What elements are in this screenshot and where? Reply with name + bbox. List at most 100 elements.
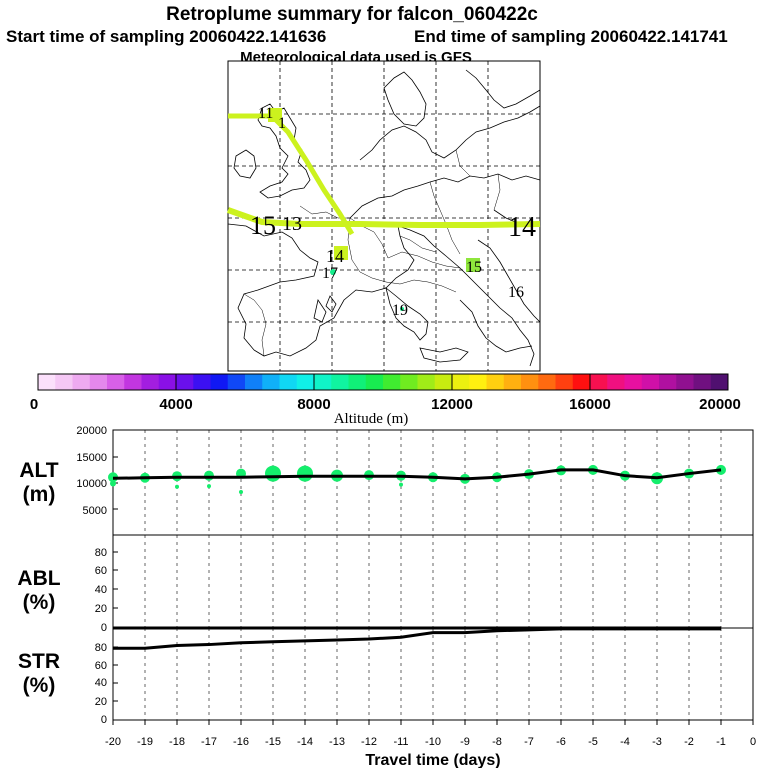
str-tick: 80: [95, 642, 107, 654]
colorbar-tick: 4000: [159, 396, 192, 413]
colorbar-cell: [210, 374, 229, 390]
colorbar-cell: [193, 374, 211, 390]
str-tick: 60: [95, 660, 107, 672]
colorbar-cell: [314, 374, 332, 390]
x-tick-label: -9: [460, 736, 470, 748]
colorbar-cell: [72, 374, 91, 390]
colorbar-cell: [365, 374, 384, 390]
alt-marker: [175, 484, 179, 489]
x-tick-label: -18: [169, 736, 185, 748]
colorbar-cell: [279, 374, 298, 390]
alt-tick: 20000: [76, 425, 107, 437]
colorbar-tick: 0: [30, 396, 38, 413]
alt-marker: [207, 484, 211, 489]
colorbar-cell: [176, 374, 194, 390]
abl-tick: 0: [101, 622, 107, 634]
colorbar-cell: [262, 374, 280, 390]
altitude-colorbar: 0 4000 8000 12000 16000 20000 Altitude (…: [30, 373, 741, 427]
map-day-labels: 11 1 15 13 14 14 17 15 16 19: [250, 105, 536, 319]
colorbar-cell: [55, 374, 73, 390]
map-label: 1: [278, 115, 286, 132]
alt-marker: [297, 465, 313, 482]
figure-title: Retroplume summary for falcon_060422c: [166, 4, 538, 25]
colorbar-cell: [331, 374, 349, 390]
str-panel-unit: (%): [23, 674, 56, 697]
x-tick-label: -17: [201, 736, 217, 748]
plume-patch-east: [466, 258, 480, 272]
alt-panel-label: ALT: [19, 459, 58, 482]
time-series-panels: ALT (m) ABL (%) STR (%) 20000 15000 1000…: [17, 425, 756, 768]
str-tick: 40: [95, 677, 107, 689]
colorbar-cell: [607, 374, 625, 390]
colorbar-cell: [348, 374, 367, 390]
plume-track-central: [227, 207, 541, 228]
colorbar-cell: [107, 374, 125, 390]
plume-trajectory: [227, 108, 541, 311]
abl-tick: 40: [95, 584, 107, 596]
x-tick-label: -12: [361, 736, 377, 748]
x-axis-ticks: [112, 720, 754, 725]
colorbar-cell: [538, 374, 556, 390]
alt-panel-unit: (m): [23, 483, 56, 506]
colorbar-cell: [383, 374, 401, 390]
map-panel: 11 1 15 13 14 14 17 15 16 19: [227, 60, 541, 372]
map-label: 15: [250, 211, 276, 240]
colorbar-cell: [452, 374, 470, 390]
map-label: 11: [258, 105, 273, 122]
colorbar-cell: [141, 374, 160, 390]
colorbar-tick: 8000: [297, 396, 330, 413]
alt-tick: 15000: [76, 452, 107, 464]
x-tick-label: -3: [652, 736, 662, 748]
str-panel-label: STR: [18, 650, 60, 673]
map-coastlines: [227, 69, 541, 367]
x-tick-label: -11: [393, 736, 408, 748]
colorbar-cell: [693, 374, 712, 390]
map-label: 17: [322, 265, 338, 282]
colorbar-cell: [503, 374, 522, 390]
abl-tick: 60: [95, 565, 107, 577]
x-tick-label: -20: [105, 736, 121, 748]
colorbar-cell: [572, 374, 591, 390]
x-tick-label: -19: [137, 736, 153, 748]
abl-tick: 20: [95, 603, 107, 615]
map-label: 15: [466, 259, 482, 276]
colorbar-cell: [227, 374, 246, 390]
x-axis-label: Travel time (days): [365, 752, 500, 768]
colorbar-cell: [521, 374, 539, 390]
colorbar-cell: [659, 374, 677, 390]
colorbar-cell: [89, 374, 108, 390]
colorbar-cell: [624, 374, 643, 390]
plume-patch-south: [334, 246, 348, 260]
x-tick-label: -8: [492, 736, 502, 748]
colorbar-cell: [158, 374, 177, 390]
alt-marker: [399, 482, 403, 487]
map-label: 13: [282, 213, 302, 235]
map-label: 14: [326, 246, 344, 266]
alt-marker: [239, 489, 243, 494]
colorbar-cell: [296, 374, 315, 390]
end-time-label: End time of sampling 20060422.141741: [414, 27, 728, 46]
series-line-str: [113, 627, 721, 650]
x-tick-label: 0: [750, 736, 756, 748]
alt-tick: 5000: [83, 505, 107, 517]
colorbar-cell: [710, 374, 729, 390]
x-tick-label: -1: [716, 736, 726, 748]
colorbar-cell: [486, 374, 505, 390]
colorbar-cell: [245, 374, 263, 390]
x-tick-label: -10: [425, 736, 441, 748]
map-label: 14: [508, 212, 536, 243]
colorbar-cell: [641, 374, 660, 390]
colorbar-cell: [676, 374, 694, 390]
colorbar-tick: 20000: [699, 396, 741, 413]
alt-marker: [265, 465, 281, 482]
colorbar-label: Altitude (m): [334, 411, 409, 427]
alt-marker: [204, 470, 214, 481]
colorbar-tick: 12000: [431, 396, 473, 413]
colorbar-cell: [124, 374, 142, 390]
map-label: 16: [508, 284, 524, 301]
x-tick-label: -6: [556, 736, 566, 748]
str-tick: 0: [101, 714, 107, 726]
plume-patch-north: [268, 108, 282, 122]
x-tick-label: -4: [620, 736, 630, 748]
